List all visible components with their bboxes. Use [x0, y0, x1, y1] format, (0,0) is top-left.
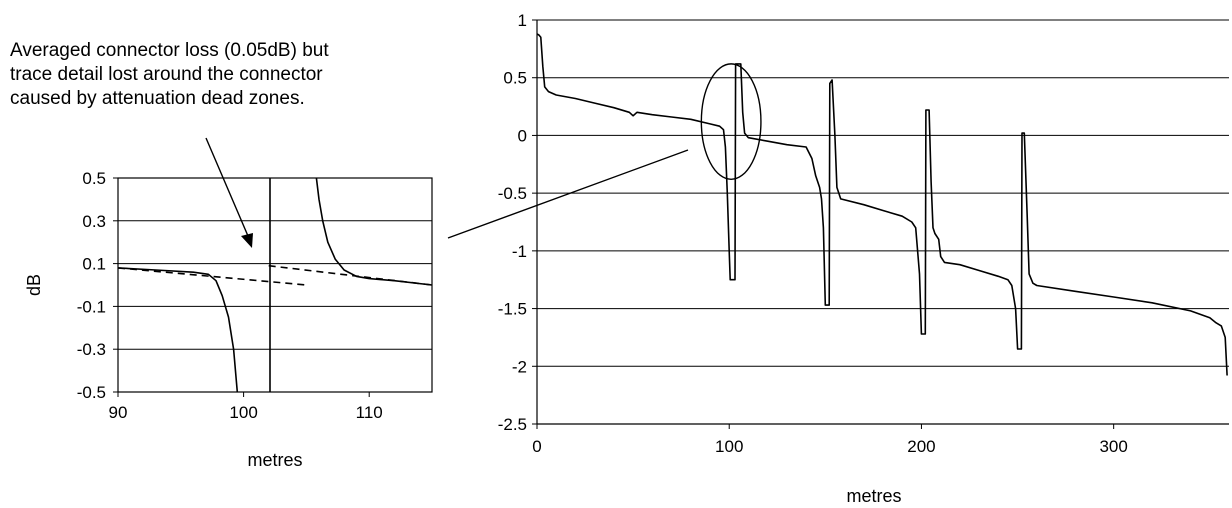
y-tick-label: -1 [512, 242, 527, 261]
annotation-line-2: trace detail lost around the connector [10, 64, 323, 85]
series-line-0 [118, 267, 239, 392]
y-tick-label: 0.5 [503, 69, 527, 88]
series-line-0 [536, 33, 1228, 376]
full-x-tick-labels: 0 100 200 300 [532, 437, 1128, 456]
y-tick-label: 0.1 [82, 255, 106, 274]
y-tick-label: 1 [518, 11, 527, 30]
zoom-chart: 0.5 0.3 0.1 -0.1 -0.3 -0.5 90 100 110 metres dB [24, 169, 433, 470]
y-tick-label: -0.3 [77, 340, 106, 359]
zoom-y-tick-labels: 0.5 0.3 0.1 -0.1 -0.3 -0.5 [77, 169, 106, 402]
x-tick-label: 110 [356, 403, 383, 422]
y-tick-label: 0 [518, 126, 527, 145]
zoom-plot-frame [117, 177, 433, 393]
full-trace-chart: 1 0.5 0 -0.5 -1 -1.5 -2 -2.5 0 100 200 300 metres [498, 11, 1229, 506]
zoom-x-axis-title: metres [247, 450, 302, 470]
full-y-tick-labels: 1 0.5 0 -0.5 -1 -1.5 -2 -2.5 [498, 11, 527, 434]
annotation-arrow [205, 137, 253, 248]
zoom-gridlines [113, 177, 432, 397]
x-tick-label: 200 [907, 437, 935, 456]
full-x-axis-title: metres [846, 486, 901, 506]
full-series [536, 33, 1228, 376]
x-tick-label: 100 [229, 403, 257, 422]
zoom-x-tick-labels: 90 100 110 [109, 403, 383, 422]
y-tick-label: -0.5 [77, 383, 106, 402]
dashed-series-line-3 [118, 267, 307, 286]
full-gridlines [532, 19, 1229, 429]
x-tick-label: 300 [1099, 437, 1127, 456]
y-tick-label: 0.5 [82, 169, 106, 188]
dashed-series-line-4 [268, 264, 432, 286]
y-tick-label: -0.1 [77, 297, 106, 316]
y-tick-label: 0.3 [82, 212, 106, 231]
annotation-line-1: Averaged connector loss (0.05dB) but [10, 40, 329, 61]
y-tick-label: -2.5 [498, 415, 527, 434]
y-tick-label: -0.5 [498, 184, 527, 203]
zoom-y-axis-title: dB [24, 274, 44, 296]
x-tick-label: 0 [532, 437, 541, 456]
connector-highlight-circle [700, 63, 762, 180]
x-tick-label: 90 [109, 403, 128, 422]
annotation-line-3: caused by attenuation dead zones. [10, 88, 305, 109]
zoom-connector-line [447, 149, 689, 239]
series-line-2 [315, 178, 432, 286]
zoom-series [118, 178, 432, 392]
x-tick-label: 100 [715, 437, 743, 456]
y-tick-label: -2 [512, 357, 527, 376]
y-tick-label: -1.5 [498, 300, 527, 319]
